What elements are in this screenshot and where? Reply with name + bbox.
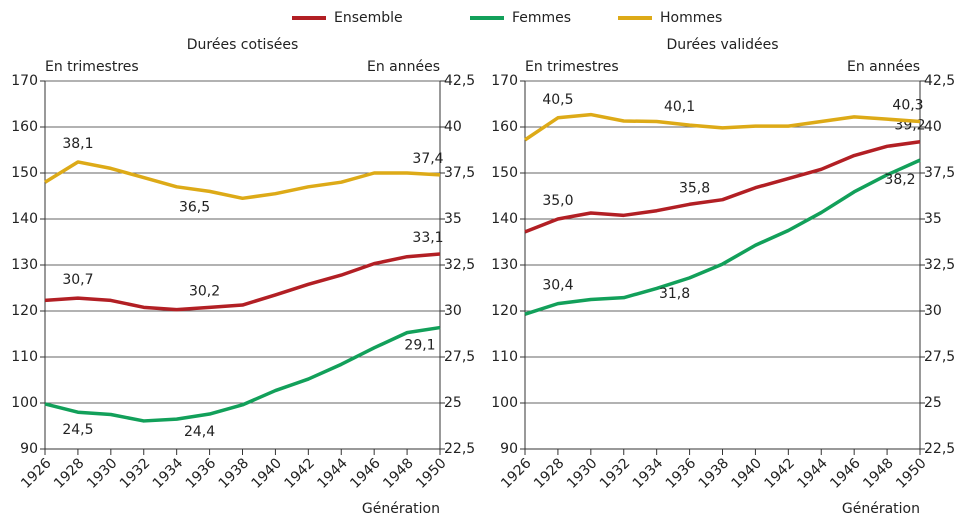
y2-tick-label: 25 bbox=[444, 395, 462, 411]
y2-tick-label: 35 bbox=[444, 211, 462, 227]
x-tick-label: 1938 bbox=[696, 455, 733, 492]
data-label: 30,7 bbox=[62, 272, 93, 288]
x-tick-label: 1930 bbox=[84, 455, 121, 492]
y-tick-label: 120 bbox=[491, 303, 518, 319]
y-tick-label: 140 bbox=[11, 211, 38, 227]
panel-title: Durées cotisées bbox=[187, 37, 299, 53]
x-tick-label: 1942 bbox=[281, 455, 318, 492]
series-line bbox=[524, 112, 921, 142]
x-tick-label: 1950 bbox=[413, 455, 450, 492]
y-tick-label: 110 bbox=[11, 349, 38, 365]
x-tick-label: 1942 bbox=[761, 455, 798, 492]
y2-tick-label: 30 bbox=[924, 303, 942, 319]
data-label: 38,2 bbox=[884, 172, 915, 188]
data-label: 40,1 bbox=[664, 99, 695, 115]
y2-tick-label: 22,5 bbox=[444, 441, 475, 457]
x-tick-label: 1934 bbox=[150, 455, 187, 492]
y-axis-title: En trimestres bbox=[525, 59, 619, 75]
y-tick-label: 140 bbox=[491, 211, 518, 227]
y2-tick-label: 40 bbox=[924, 119, 942, 135]
y2-tick-label: 40 bbox=[444, 119, 462, 135]
x-tick-label: 1940 bbox=[729, 455, 766, 492]
y-tick-label: 170 bbox=[491, 73, 518, 89]
y-tick-label: 100 bbox=[11, 395, 38, 411]
y-tick-label: 100 bbox=[491, 395, 518, 411]
series-line bbox=[44, 325, 441, 423]
y2-tick-label: 27,5 bbox=[924, 349, 955, 365]
series-line bbox=[44, 252, 441, 312]
y-tick-label: 160 bbox=[491, 119, 518, 135]
y2-tick-label: 30 bbox=[444, 303, 462, 319]
x-tick-label: 1932 bbox=[597, 455, 634, 492]
y-axis-title: En trimestres bbox=[45, 59, 139, 75]
x-tick-label: 1936 bbox=[663, 455, 700, 492]
y2-tick-label: 42,5 bbox=[444, 73, 475, 89]
y2-tick-label: 25 bbox=[924, 395, 942, 411]
data-label: 33,1 bbox=[412, 230, 443, 246]
data-label: 38,1 bbox=[62, 136, 93, 152]
x-tick-label: 1930 bbox=[564, 455, 601, 492]
y2-tick-label: 27,5 bbox=[444, 349, 475, 365]
y-tick-label: 130 bbox=[11, 257, 38, 273]
x-tick-label: 1938 bbox=[216, 455, 253, 492]
x-tick-label: 1948 bbox=[380, 455, 417, 492]
series-line bbox=[44, 160, 441, 201]
x-tick-label: 1944 bbox=[314, 455, 351, 492]
x-tick-label: 1944 bbox=[794, 455, 831, 492]
y-tick-label: 120 bbox=[11, 303, 38, 319]
x-tick-label: 1936 bbox=[183, 455, 220, 492]
y2-tick-label: 32,5 bbox=[444, 257, 475, 273]
x-tick-label: 1926 bbox=[18, 455, 55, 492]
legend-label: Ensemble bbox=[334, 10, 403, 26]
x-tick-label: 1946 bbox=[827, 455, 864, 492]
y2-tick-label: 42,5 bbox=[924, 73, 955, 89]
y2-tick-label: 22,5 bbox=[924, 441, 955, 457]
y-tick-label: 110 bbox=[491, 349, 518, 365]
y-tick-label: 150 bbox=[11, 165, 38, 181]
x-axis-title: Génération bbox=[362, 501, 440, 517]
x-tick-label: 1926 bbox=[498, 455, 535, 492]
y2-axis-title: En années bbox=[847, 59, 920, 75]
x-tick-label: 1932 bbox=[117, 455, 154, 492]
legend-label: Femmes bbox=[512, 10, 571, 26]
y2-tick-label: 37,5 bbox=[924, 165, 955, 181]
data-label: 31,8 bbox=[659, 286, 690, 302]
x-tick-label: 1928 bbox=[531, 455, 568, 492]
x-tick-label: 1950 bbox=[893, 455, 930, 492]
data-label: 29,1 bbox=[404, 338, 435, 354]
y2-tick-label: 37,5 bbox=[444, 165, 475, 181]
x-tick-label: 1946 bbox=[347, 455, 384, 492]
y2-tick-label: 32,5 bbox=[924, 257, 955, 273]
data-label: 36,5 bbox=[179, 199, 210, 215]
data-label: 35,0 bbox=[542, 193, 573, 209]
x-tick-label: 1934 bbox=[630, 455, 667, 492]
y-tick-label: 170 bbox=[11, 73, 38, 89]
legend-label: Hommes bbox=[660, 10, 722, 26]
data-label: 37,4 bbox=[412, 151, 443, 167]
data-label: 24,4 bbox=[184, 424, 215, 440]
x-axis-title: Génération bbox=[842, 501, 920, 517]
y-tick-label: 130 bbox=[491, 257, 518, 273]
y-tick-label: 90 bbox=[20, 441, 38, 457]
series-line bbox=[524, 139, 921, 234]
data-label: 30,4 bbox=[542, 278, 573, 294]
data-label: 24,5 bbox=[62, 422, 93, 438]
data-label: 35,8 bbox=[679, 180, 710, 196]
data-label: 40,3 bbox=[892, 97, 923, 113]
y-tick-label: 150 bbox=[491, 165, 518, 181]
y-tick-label: 90 bbox=[500, 441, 518, 457]
series-line bbox=[524, 158, 921, 316]
x-tick-label: 1928 bbox=[51, 455, 88, 492]
x-tick-label: 1940 bbox=[249, 455, 286, 492]
y-tick-label: 160 bbox=[11, 119, 38, 135]
y2-tick-label: 35 bbox=[924, 211, 942, 227]
data-label: 30,2 bbox=[189, 283, 220, 299]
y2-axis-title: En années bbox=[367, 59, 440, 75]
panel-title: Durées validées bbox=[666, 37, 778, 53]
x-tick-label: 1948 bbox=[860, 455, 897, 492]
data-label: 40,5 bbox=[542, 92, 573, 108]
